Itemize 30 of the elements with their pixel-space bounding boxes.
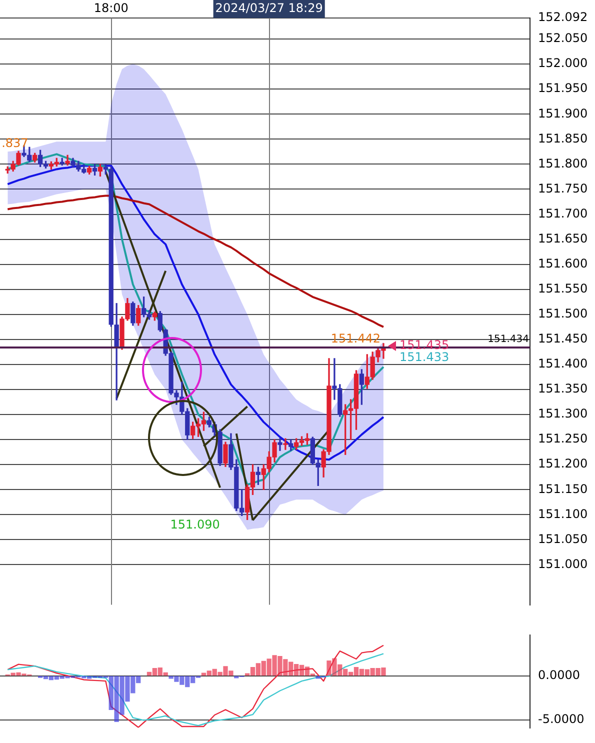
y-tick-label: 151.350 xyxy=(538,382,588,396)
y-tick-label: -5.0000 xyxy=(538,712,584,726)
y-tick-label: 151.550 xyxy=(538,281,588,296)
y-tick-label: 151.250 xyxy=(538,432,588,446)
y-tick-label: 152.050 xyxy=(538,31,588,46)
annotation: .837 xyxy=(2,136,28,150)
annotation: 151.433 xyxy=(399,350,450,364)
y-tick-label: 151.700 xyxy=(538,206,588,220)
y-tick-label: 151.950 xyxy=(538,81,588,96)
y-tick-label: 151.600 xyxy=(538,256,588,270)
y-tick-label: 151.850 xyxy=(538,131,588,146)
y-tick-label: 151.750 xyxy=(538,181,588,196)
y-tick-label: 151.050 xyxy=(538,532,588,546)
y-tick-label: 151.650 xyxy=(538,231,588,246)
x-tick-label: 18:00 xyxy=(94,0,128,15)
y-tick-label: 151.200 xyxy=(538,456,588,471)
y-tick-label: 151.150 xyxy=(538,482,588,496)
y-tick-label: 152.092 xyxy=(538,10,588,24)
y-tick-label: 151.450 xyxy=(538,332,588,346)
y-tick-label: 151.500 xyxy=(538,306,588,321)
y-tick-label: 151.400 xyxy=(538,356,588,371)
x-tick-label: 2024/03/27 18:29 xyxy=(215,0,323,15)
y-tick-label: 152.000 xyxy=(538,56,588,70)
y-tick-label: 0.0000 xyxy=(538,668,580,682)
y-tick-label: 151.100 xyxy=(538,506,588,521)
y-tick-label: 151.800 xyxy=(538,156,588,170)
y-tick-label: 151.900 xyxy=(538,106,588,120)
y-tick-label: 151.300 xyxy=(538,406,588,421)
y-tick-label: 151.000 xyxy=(538,556,588,571)
annotation: 151.090 xyxy=(170,518,220,532)
